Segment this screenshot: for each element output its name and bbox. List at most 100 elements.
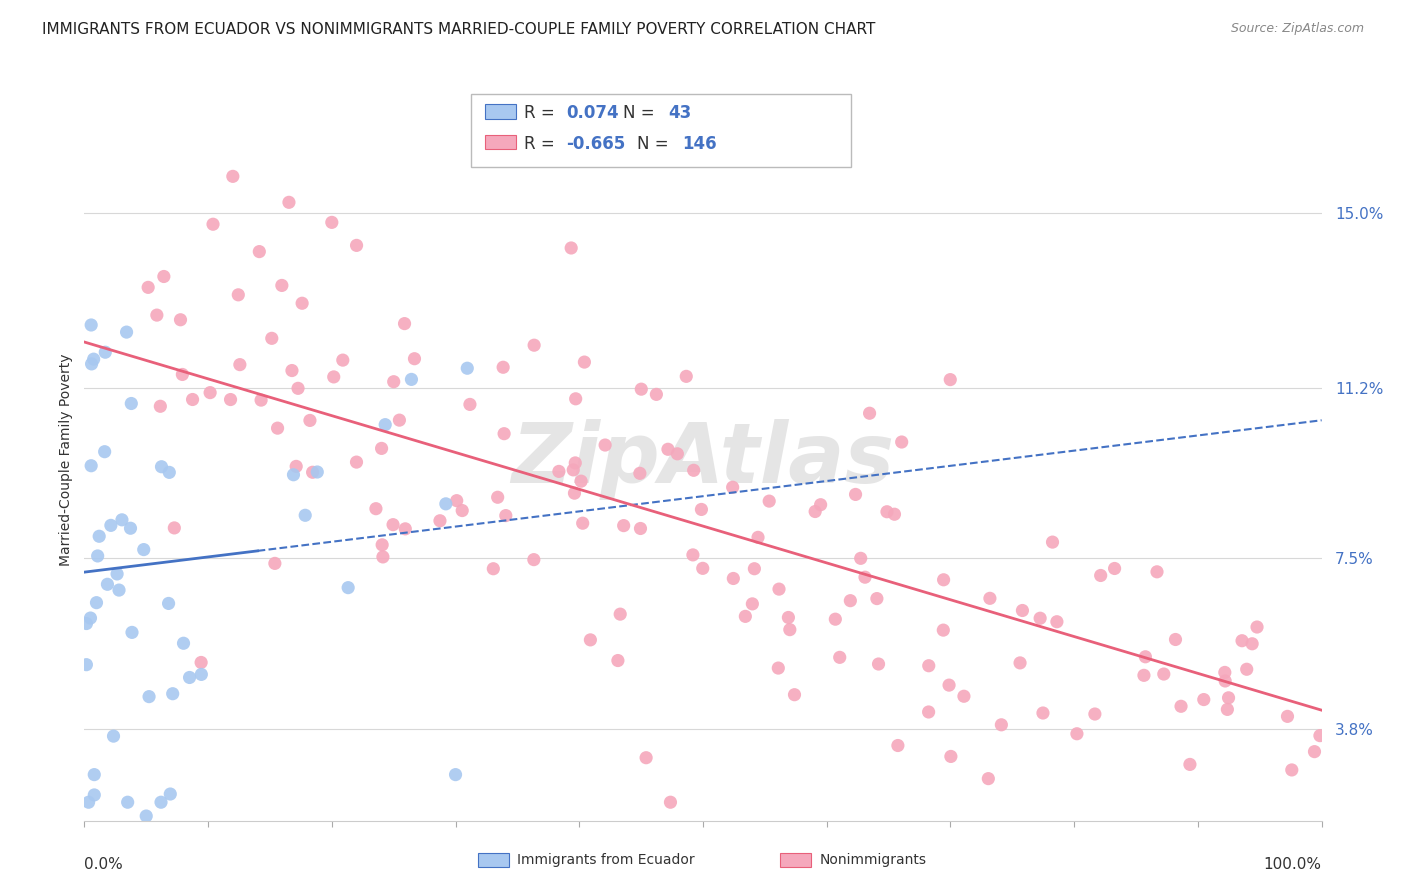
Point <box>628 467 651 481</box>
Point <box>758 494 780 508</box>
Point <box>157 596 180 610</box>
Point <box>839 593 862 607</box>
Point <box>451 503 474 517</box>
Point <box>111 513 134 527</box>
Text: -0.665: -0.665 <box>567 135 626 153</box>
Point <box>301 465 323 479</box>
Point <box>285 459 308 474</box>
Point <box>115 325 138 339</box>
Point <box>374 417 396 432</box>
Point <box>564 392 586 406</box>
Point <box>1236 662 1258 676</box>
Text: N =: N = <box>637 135 673 153</box>
Point <box>593 438 616 452</box>
Point <box>117 795 139 809</box>
Point <box>890 435 912 450</box>
Point <box>270 278 292 293</box>
Point <box>1213 673 1236 688</box>
Point <box>77 795 100 809</box>
Point <box>548 464 571 478</box>
Point <box>388 413 411 427</box>
Point <box>1277 709 1299 723</box>
Point <box>394 317 416 331</box>
Point <box>458 397 481 411</box>
Point <box>198 385 221 400</box>
Point <box>887 739 910 753</box>
Point <box>876 505 898 519</box>
Point <box>120 521 142 535</box>
Point <box>523 552 546 566</box>
Point <box>219 392 242 407</box>
Point <box>721 480 744 494</box>
Point <box>560 241 582 255</box>
Point <box>260 331 283 345</box>
Point <box>492 360 515 375</box>
Point <box>917 705 939 719</box>
Point <box>157 466 180 480</box>
Point <box>1303 745 1326 759</box>
Point <box>444 767 467 781</box>
Text: R =: R = <box>524 104 561 122</box>
Point <box>482 562 505 576</box>
Point <box>307 465 329 479</box>
Point <box>202 217 225 231</box>
Point <box>768 661 790 675</box>
Point <box>382 375 405 389</box>
Point <box>75 657 97 672</box>
Point <box>159 787 181 801</box>
Point <box>1146 565 1168 579</box>
Point <box>1164 632 1187 647</box>
Point <box>723 572 745 586</box>
Point <box>845 487 868 501</box>
Point <box>1153 667 1175 681</box>
Y-axis label: Married-Couple Family Poverty: Married-Couple Family Poverty <box>59 353 73 566</box>
Point <box>1104 561 1126 575</box>
Point <box>849 551 872 566</box>
Point <box>298 413 321 427</box>
Text: 146: 146 <box>682 135 717 153</box>
Point <box>80 318 103 332</box>
Point <box>1042 535 1064 549</box>
Point <box>135 809 157 823</box>
Point <box>404 351 426 366</box>
Point <box>94 345 117 359</box>
Point <box>346 455 368 469</box>
Point <box>190 667 212 681</box>
Point <box>86 549 108 563</box>
Point <box>190 656 212 670</box>
Point <box>747 530 769 544</box>
Point <box>222 169 245 184</box>
Point <box>977 772 1000 786</box>
Point <box>429 514 451 528</box>
Point <box>932 623 955 637</box>
Point <box>337 581 360 595</box>
Point <box>136 280 159 294</box>
Point <box>1011 603 1033 617</box>
Point <box>153 269 176 284</box>
Point <box>287 381 309 395</box>
Point <box>93 444 115 458</box>
Point <box>495 508 517 523</box>
Point <box>659 795 682 809</box>
Point <box>1133 668 1156 682</box>
Point <box>132 542 155 557</box>
Point <box>263 557 285 571</box>
Point <box>741 597 763 611</box>
Point <box>1213 665 1236 680</box>
Text: IMMIGRANTS FROM ECUADOR VS NONIMMIGRANTS MARRIED-COUPLE FAMILY POVERTY CORRELATI: IMMIGRANTS FROM ECUADOR VS NONIMMIGRANTS… <box>42 22 876 37</box>
Point <box>828 650 851 665</box>
Point <box>666 447 689 461</box>
Point <box>291 296 314 310</box>
Point <box>172 368 194 382</box>
Point <box>657 442 679 457</box>
Point <box>810 498 832 512</box>
Point <box>636 750 658 764</box>
Point <box>1084 706 1107 721</box>
Point <box>278 195 301 210</box>
Point <box>1309 729 1331 743</box>
Point <box>371 549 394 564</box>
Point <box>690 502 713 516</box>
Point <box>1170 699 1192 714</box>
Point <box>779 623 801 637</box>
Point <box>564 486 586 500</box>
